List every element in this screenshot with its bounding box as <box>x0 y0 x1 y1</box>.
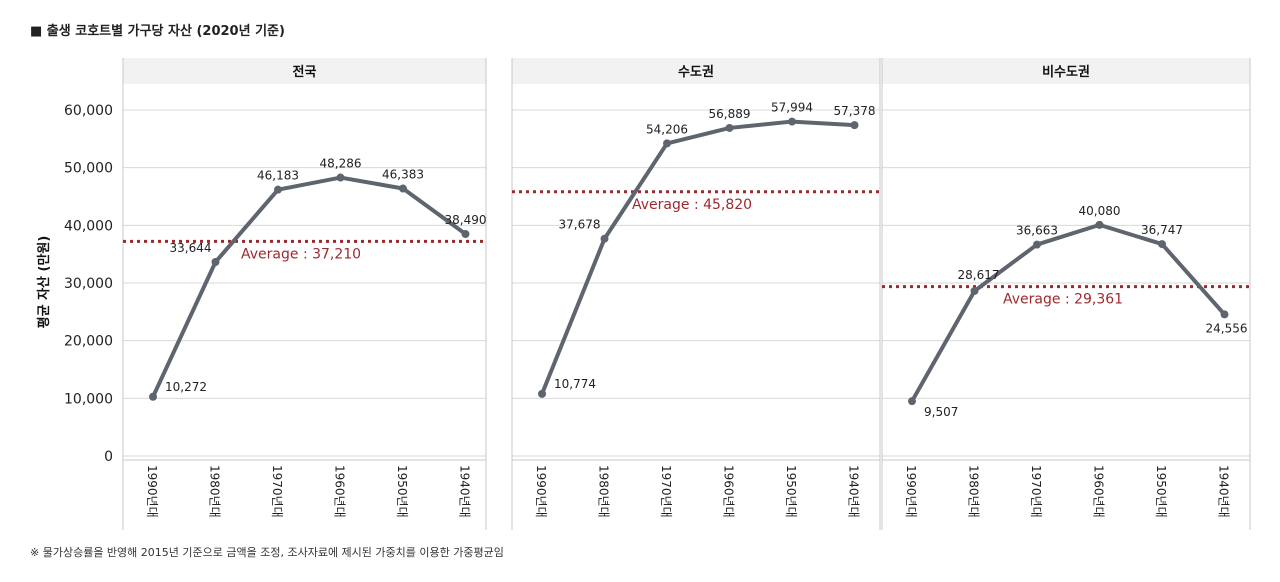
data-point <box>1095 220 1104 229</box>
average-label: Average : 45,820 <box>632 197 752 213</box>
series-line <box>540 119 857 396</box>
panel-header-bg <box>512 58 880 84</box>
data-label: 57,994 <box>771 101 813 115</box>
x-tick-label: 1960년대 <box>1092 465 1106 518</box>
footnote: ※ 물가상승률을 반영해 2015년 기준으로 금액을 조정, 조사자료에 제시… <box>30 546 504 559</box>
x-tick-label: 1970년대 <box>270 465 284 518</box>
cohort-asset-chart: 평균 자산 (만원) 0 10,000 20,000 30,000 40,000 50,00… <box>36 58 1251 530</box>
data-label: 28,617 <box>958 268 1000 282</box>
data-label: 24,556 <box>1206 321 1248 335</box>
data-point <box>850 121 859 130</box>
data-label: 10,272 <box>165 380 207 394</box>
series-line <box>910 222 1227 404</box>
data-point <box>274 185 282 194</box>
data-point <box>1033 240 1041 249</box>
x-tick-label: 1950년대 <box>1154 465 1168 518</box>
data-label: 9,507 <box>924 405 958 419</box>
data-label: 36,663 <box>1016 224 1058 238</box>
y-tick-label: 20,000 <box>64 334 113 350</box>
data-point <box>970 286 979 295</box>
series-line <box>151 175 468 399</box>
data-label: 46,183 <box>257 169 299 183</box>
x-tick-label: 1980년대 <box>597 465 611 518</box>
data-point <box>1220 310 1229 319</box>
x-tick-label: 1990년대 <box>145 465 159 518</box>
data-point <box>663 139 671 148</box>
data-point <box>1158 240 1166 249</box>
data-label: 36,747 <box>1141 223 1183 237</box>
data-point <box>538 389 546 398</box>
data-point <box>600 234 609 243</box>
average-label: Average : 29,361 <box>1003 292 1123 308</box>
x-tick-label: 1970년대 <box>659 465 673 518</box>
data-label: 10,774 <box>554 377 596 391</box>
data-label: 33,644 <box>170 241 212 255</box>
data-point <box>788 117 796 126</box>
data-label: 38,490 <box>445 213 487 227</box>
y-tick-label: 10,000 <box>64 391 113 407</box>
data-label: 54,206 <box>646 122 688 136</box>
x-tick-label: 1940년대 <box>1217 465 1231 518</box>
data-point <box>725 123 734 132</box>
x-tick-label: 1950년대 <box>395 465 409 518</box>
panel-title: 전국 <box>293 64 317 80</box>
data-point <box>336 173 345 182</box>
y-tick-label: 0 <box>104 449 113 465</box>
y-tick-label: 60,000 <box>64 103 113 119</box>
chart-title: ■ 출생 코호트별 가구당 자산 (2020년 기준) <box>30 24 285 39</box>
panel-title: 수도권 <box>678 65 714 80</box>
x-tick-label: 1940년대 <box>458 465 472 518</box>
x-tick-label: 1950년대 <box>784 465 798 518</box>
y-tick-label: 50,000 <box>64 161 113 177</box>
data-label: 40,080 <box>1079 204 1121 218</box>
data-label: 48,286 <box>320 157 362 171</box>
data-label: 57,378 <box>834 104 876 118</box>
x-tick-label: 1980년대 <box>208 465 222 518</box>
y-tick-label: 40,000 <box>64 218 113 234</box>
panel-header-bg <box>882 58 1250 84</box>
x-tick-label: 1970년대 <box>1029 465 1043 518</box>
data-point <box>908 397 916 406</box>
data-label: 37,678 <box>559 218 601 232</box>
average-label: Average : 37,210 <box>241 246 361 262</box>
panel-title: 비수도권 <box>1042 65 1090 80</box>
y-axis-title: 평균 자산 (만원) <box>36 236 52 329</box>
panel-header-bg <box>123 58 486 84</box>
data-point <box>211 257 220 266</box>
data-label: 56,889 <box>709 107 751 121</box>
x-tick-label: 1990년대 <box>904 465 918 518</box>
x-tick-label: 1990년대 <box>534 465 548 518</box>
x-tick-label: 1960년대 <box>333 465 347 518</box>
data-point <box>149 392 157 401</box>
y-tick-label: 30,000 <box>64 276 113 292</box>
data-point <box>461 230 470 239</box>
x-tick-label: 1940년대 <box>847 465 861 518</box>
data-label: 46,383 <box>382 168 424 182</box>
x-tick-label: 1980년대 <box>967 465 981 518</box>
data-point <box>399 184 407 193</box>
x-tick-label: 1960년대 <box>722 465 736 518</box>
